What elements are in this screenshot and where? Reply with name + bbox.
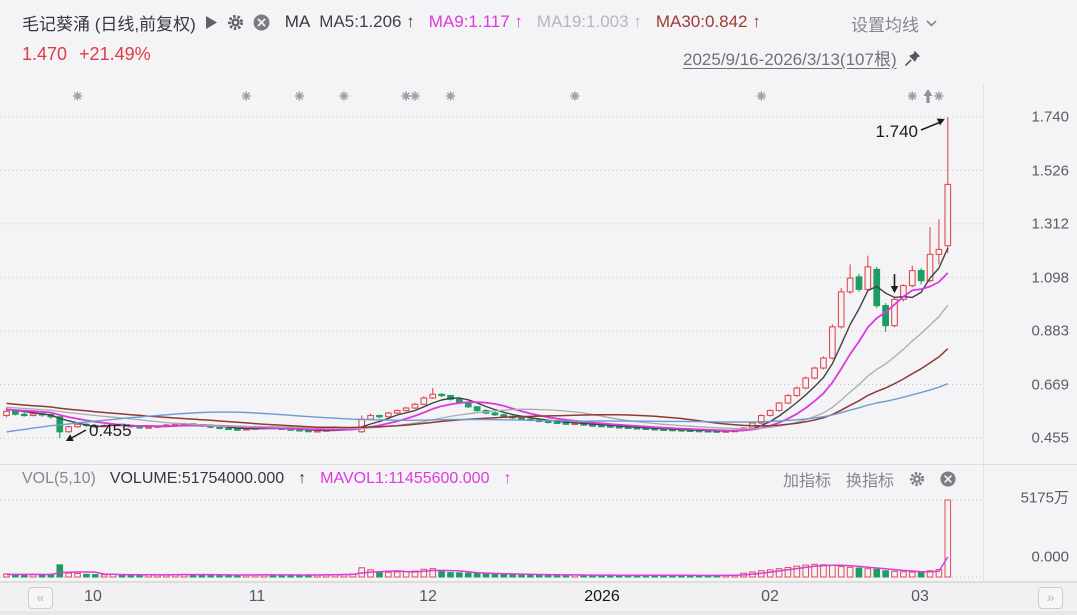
price-axis-label: 0.669 xyxy=(1031,376,1069,393)
svg-text:0.455: 0.455 xyxy=(89,421,132,440)
volume-header: VOL(5,10) VOLUME:51754000.000 ↑ MAVOL1:1… xyxy=(22,467,511,491)
main-candlestick-chart[interactable]: 0.455 1.740 xyxy=(0,84,983,464)
time-axis-label-02: 02 xyxy=(761,588,779,605)
ma5-line xyxy=(6,247,949,432)
chevron-down-icon xyxy=(926,20,937,27)
add-indicator-button[interactable]: 加指标 xyxy=(783,473,832,490)
ma60-line xyxy=(6,382,949,433)
time-axis-label-11: 11 xyxy=(248,588,266,605)
price-axis-label: 1.740 xyxy=(1031,108,1069,126)
volume-bottom-separator xyxy=(0,581,1077,582)
ma-value-label: MA30:0.842 ↑ xyxy=(655,12,761,31)
svg-text:1.740: 1.740 xyxy=(875,122,918,141)
ma30-line xyxy=(6,348,949,429)
axis-separator xyxy=(983,84,984,581)
time-axis-label-2026: 2026 xyxy=(584,588,620,605)
time-axis-label-12: 12 xyxy=(419,588,437,605)
pane-separator xyxy=(0,464,1077,465)
event-markers xyxy=(72,89,944,103)
price-change-percent: +21.49% xyxy=(79,44,151,64)
last-price: 1.470 xyxy=(22,44,68,64)
volume-gear-icon[interactable] xyxy=(909,471,925,487)
volume-bars-group xyxy=(3,499,952,578)
split-arrow-icon xyxy=(923,89,933,103)
pin-icon[interactable] xyxy=(904,50,921,66)
volume-up-arrow: ↑ xyxy=(298,470,307,487)
close-indicator-icon[interactable] xyxy=(253,14,270,31)
switch-indicator-button[interactable]: 换指标 xyxy=(846,473,895,490)
price-axis-label: 1.526 xyxy=(1031,162,1069,179)
scroll-right-button[interactable]: » xyxy=(1038,587,1063,609)
volume-value-label: VOLUME:51754000.000 xyxy=(109,470,285,487)
low-annotation: 0.455 xyxy=(65,421,132,441)
gear-icon[interactable] xyxy=(227,14,244,31)
ma9-line xyxy=(6,272,949,432)
bottom-strip xyxy=(0,611,1077,615)
price-axis-label: 0.883 xyxy=(1031,322,1069,340)
volume-axis-label: 0.000 xyxy=(1031,548,1069,566)
ma-settings-button[interactable]: 设置均线 xyxy=(851,11,937,36)
ma-values: MA5:1.206 ↑ MA9:1.117 ↑ MA19:1.003 ↑ MA30:0… xyxy=(319,12,760,32)
high-annotation: 1.740 xyxy=(875,118,945,141)
ma-value-label: MA9:1.117 ↑ xyxy=(428,12,523,31)
price-axis-label: 1.312 xyxy=(1031,215,1069,233)
volume-bar-chart[interactable] xyxy=(0,494,983,581)
price-axis-label: 1.098 xyxy=(1031,269,1069,286)
play-icon[interactable] xyxy=(205,15,218,30)
mavol1-line xyxy=(6,556,949,577)
vol-indicator-label: VOL(5,10) xyxy=(22,470,96,487)
ma-settings-label: 设置均线 xyxy=(851,16,919,35)
mavol-value-label: MAVOL1:11455600.000 xyxy=(320,470,490,487)
ma-value-label: MA5:1.206 ↑ xyxy=(319,12,415,31)
stock-title: 毛记葵涌 (日线,前复权) xyxy=(22,14,196,34)
date-range-wrap: 2025/9/16-2026/3/13(107根) xyxy=(683,45,921,70)
scroll-left-button[interactable]: « xyxy=(28,587,53,609)
time-axis-label-10: 10 xyxy=(84,588,102,605)
quote-row: 1.470 +21.49% xyxy=(22,44,151,65)
date-range-link[interactable]: 2025/9/16-2026/3/13(107根) xyxy=(683,50,897,69)
time-axis-label-03: 03 xyxy=(911,588,929,605)
volume-axis-label: 5175万 xyxy=(1020,489,1069,507)
chart-header: 毛记葵涌 (日线,前复权) MA MA5:1.206 ↑ MA9:1.117 ↑ M… xyxy=(22,9,761,35)
volume-controls: 加指标 换指标 xyxy=(783,467,956,491)
volume-close-icon[interactable] xyxy=(940,471,956,487)
time-axis-bar: « 10 11 12 2026 02 03 » xyxy=(0,582,1077,612)
mavol-up-arrow: ↑ xyxy=(503,470,512,487)
ma-value-label: MA19:1.003 ↑ xyxy=(536,12,642,31)
candles-group xyxy=(3,117,952,438)
price-gridlines xyxy=(0,116,983,439)
ma-group-label: MA xyxy=(284,12,311,31)
down-arrow-annotation xyxy=(890,274,899,294)
price-axis-label: 0.455 xyxy=(1031,429,1069,447)
